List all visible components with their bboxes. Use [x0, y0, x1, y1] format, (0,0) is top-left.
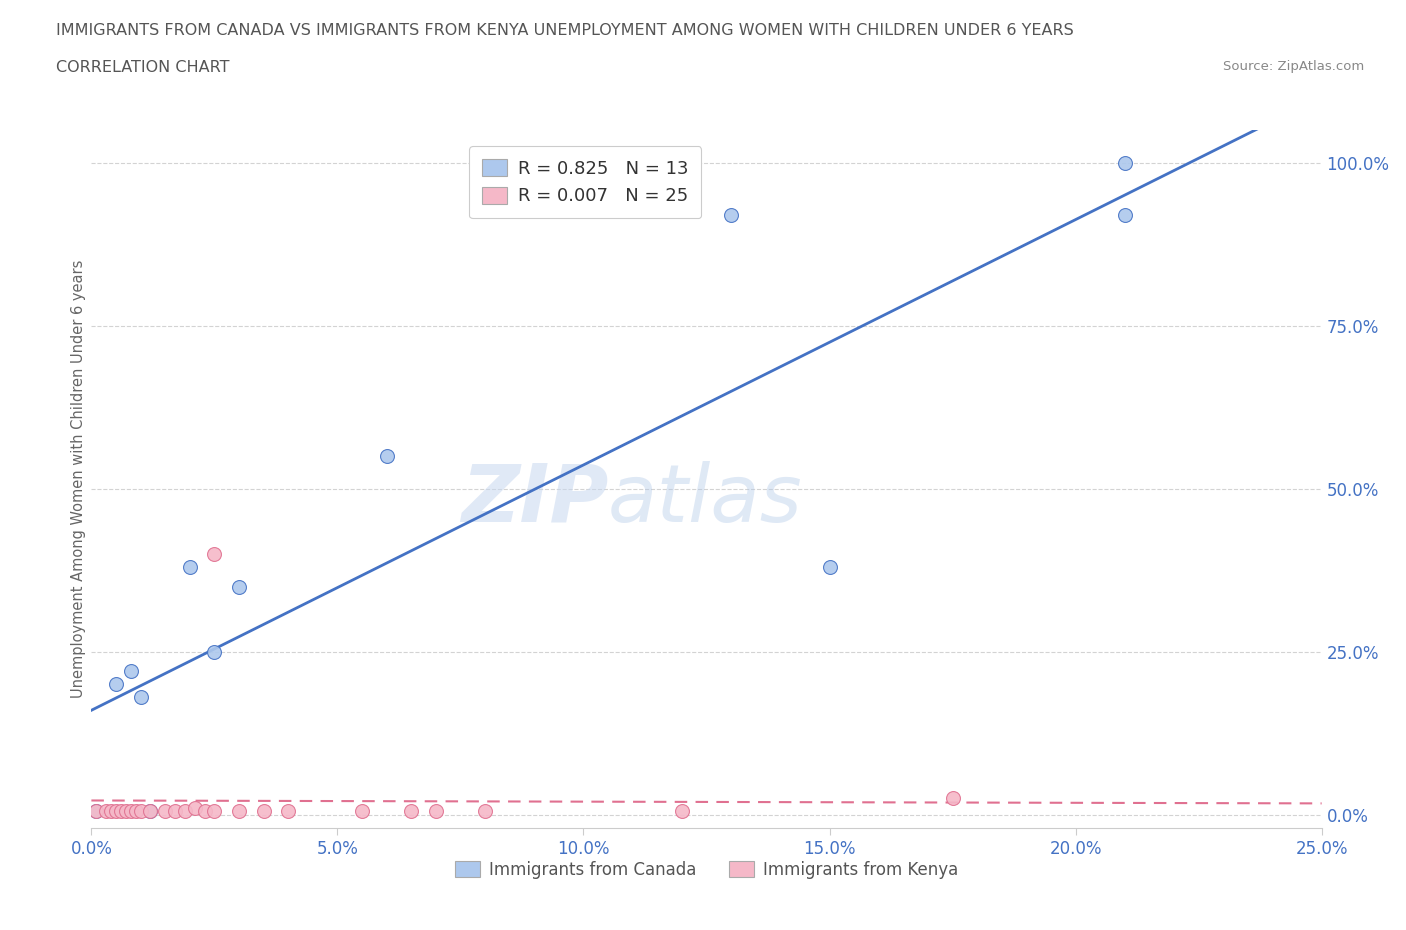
Text: Source: ZipAtlas.com: Source: ZipAtlas.com	[1223, 60, 1364, 73]
Point	[114, 804, 138, 818]
Point	[253, 804, 276, 818]
Point	[399, 804, 422, 818]
Point	[941, 790, 963, 805]
Point	[277, 804, 299, 818]
Point	[120, 804, 142, 818]
Point	[110, 804, 132, 818]
Point	[202, 547, 225, 562]
Point	[174, 804, 197, 818]
Point	[183, 801, 207, 816]
Point	[105, 677, 127, 692]
Point	[375, 448, 398, 463]
Point	[179, 560, 201, 575]
Point	[120, 664, 142, 679]
Point	[425, 804, 447, 818]
Point	[124, 804, 146, 818]
Point	[139, 804, 162, 818]
Point	[139, 804, 162, 818]
Point	[96, 804, 117, 818]
Point	[202, 644, 225, 659]
Point	[100, 804, 122, 818]
Point	[129, 804, 152, 818]
Point	[474, 804, 496, 818]
Point	[105, 804, 127, 818]
Point	[153, 804, 177, 818]
Point	[163, 804, 186, 818]
Point	[1114, 207, 1136, 222]
Y-axis label: Unemployment Among Women with Children Under 6 years: Unemployment Among Women with Children U…	[70, 259, 86, 698]
Point	[86, 804, 108, 818]
Point	[818, 560, 841, 575]
Point	[352, 804, 374, 818]
Text: CORRELATION CHART: CORRELATION CHART	[56, 60, 229, 75]
Point	[129, 690, 152, 705]
Point	[193, 804, 217, 818]
Point	[720, 207, 742, 222]
Point	[671, 804, 693, 818]
Text: atlas: atlas	[607, 461, 803, 538]
Point	[228, 804, 250, 818]
Text: ZIP: ZIP	[461, 461, 607, 538]
Point	[86, 804, 108, 818]
Point	[1114, 155, 1136, 170]
Text: IMMIGRANTS FROM CANADA VS IMMIGRANTS FROM KENYA UNEMPLOYMENT AMONG WOMEN WITH CH: IMMIGRANTS FROM CANADA VS IMMIGRANTS FRO…	[56, 23, 1074, 38]
Point	[228, 579, 250, 594]
Legend: Immigrants from Canada, Immigrants from Kenya: Immigrants from Canada, Immigrants from …	[449, 855, 965, 885]
Point	[202, 804, 225, 818]
